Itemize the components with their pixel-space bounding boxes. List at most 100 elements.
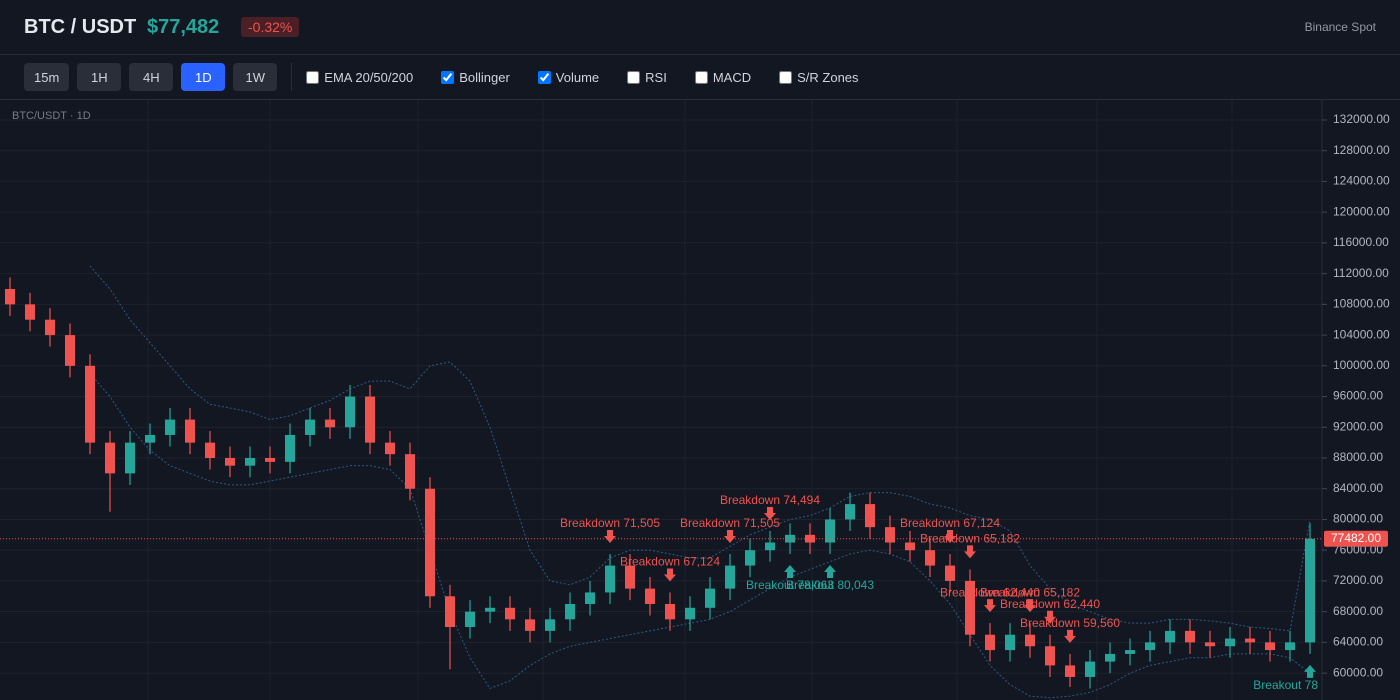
- candle-body: [1145, 642, 1155, 651]
- candle-body: [925, 550, 935, 566]
- candle-body: [125, 442, 135, 474]
- y-tick-label: 116000.00: [1333, 235, 1389, 249]
- candle-body: [165, 419, 175, 435]
- y-tick-label: 104000.00: [1333, 327, 1390, 341]
- checkbox[interactable]: [441, 70, 455, 84]
- candle-body: [785, 534, 795, 543]
- candle-body: [1245, 638, 1255, 643]
- candle-body: [305, 419, 315, 435]
- candle-body: [565, 603, 575, 620]
- bollinger-upper: [89, 265, 1311, 632]
- signal-label: Breakdown 67,124: [620, 555, 720, 569]
- signal-arrow: [724, 530, 736, 544]
- indicator-toggle[interactable]: MACD: [694, 70, 751, 85]
- signal-arrow: [984, 599, 996, 613]
- candle-body: [745, 550, 755, 566]
- signal-label: Breakdown 65,182: [980, 585, 1080, 599]
- candle-body: [225, 458, 235, 466]
- candle-body: [725, 565, 735, 589]
- signal-arrow: [1024, 599, 1036, 613]
- candle-body: [585, 592, 595, 604]
- timeframe-button[interactable]: 1W: [233, 63, 278, 91]
- signal-arrow: [944, 530, 956, 544]
- candle-body: [185, 419, 195, 443]
- signal-arrow: [604, 530, 616, 544]
- candle-body: [405, 454, 415, 489]
- grid: [0, 100, 1322, 700]
- indicator-toggle[interactable]: Volume: [537, 70, 599, 85]
- candle-body: [885, 527, 895, 543]
- candle-body: [665, 603, 675, 620]
- candle-body: [645, 588, 655, 604]
- candle-body: [865, 504, 875, 528]
- y-tick-label: 128000.00: [1333, 143, 1390, 157]
- signal-label: Breakout 78,063: [746, 578, 834, 592]
- last-price-label: 77482.00: [1331, 531, 1381, 545]
- signal-arrow: [784, 565, 796, 579]
- signal-label: Breakdown 62,440: [1000, 597, 1100, 611]
- indicator-label: S/R Zones: [797, 69, 859, 85]
- candle-body: [1065, 665, 1075, 677]
- symbol: BTC / USDT: [24, 16, 137, 38]
- bollinger-lower: [89, 373, 1311, 699]
- y-tick-label: 92000.00: [1333, 419, 1383, 433]
- signal-label: Breakdown 59,560: [1020, 616, 1120, 630]
- y-tick-label: 84000.00: [1333, 481, 1383, 495]
- candle-body: [105, 442, 115, 474]
- indicator-label: Bollinger: [459, 69, 510, 85]
- header: BTC / USDT $77,482 -0.32% Binance Spot: [0, 0, 1400, 55]
- candle-body: [1045, 646, 1055, 666]
- y-tick-label: 120000.00: [1333, 204, 1390, 218]
- signal-label: Breakout 78: [1253, 678, 1318, 692]
- indicator-toggle[interactable]: S/R Zones: [779, 69, 859, 85]
- y-tick-label: 64000.00: [1333, 635, 1383, 649]
- signal-arrow: [824, 565, 836, 579]
- candle-body: [605, 565, 615, 593]
- checkbox[interactable]: [537, 70, 551, 84]
- candle-body: [1205, 642, 1215, 647]
- candle-body: [205, 442, 215, 459]
- y-tick-label: 72000.00: [1333, 573, 1383, 587]
- signal-arrow: [1304, 664, 1316, 678]
- candle-body: [525, 619, 535, 631]
- timeframes: 15m 1H 4H 1D 1W: [24, 63, 285, 91]
- candle-body: [945, 565, 955, 581]
- candle-body: [45, 319, 55, 336]
- timeframe-button[interactable]: 4H: [129, 63, 174, 91]
- indicator-toggle[interactable]: Bollinger: [441, 70, 510, 85]
- y-tick-label: 80000.00: [1333, 512, 1383, 526]
- signal-arrow: [964, 545, 976, 559]
- y-tick-label: 112000.00: [1333, 266, 1389, 280]
- checkbox[interactable]: [627, 70, 641, 84]
- y-tick-label: 88000.00: [1333, 450, 1383, 464]
- candle-body: [245, 458, 255, 466]
- candle-body: [345, 396, 355, 428]
- indicator-label: EMA 20/50/200: [324, 69, 414, 85]
- indicator-toggle[interactable]: RSI: [627, 70, 667, 85]
- candle-body: [545, 619, 555, 631]
- signal-arrow: [664, 568, 676, 582]
- candle-body: [265, 458, 275, 462]
- candle-body: [705, 588, 715, 608]
- checkbox[interactable]: [779, 70, 793, 84]
- candle-body: [25, 304, 35, 320]
- timeframe-button[interactable]: 1D: [181, 63, 226, 91]
- signal-arrow: [764, 506, 776, 520]
- candle-body: [985, 634, 995, 651]
- candle-body: [465, 611, 475, 628]
- price: $77,482: [147, 16, 220, 38]
- indicator-label: RSI: [645, 69, 667, 85]
- candle-body: [965, 580, 975, 635]
- signal-label: Breakout 80,043: [786, 578, 874, 592]
- candle-body: [425, 488, 435, 597]
- candle-body: [1085, 661, 1095, 677]
- checkbox[interactable]: [694, 70, 708, 84]
- signal-label: Breakdown 71,505: [680, 516, 780, 530]
- timeframe-button[interactable]: 15m: [24, 63, 70, 91]
- checkbox[interactable]: [306, 70, 320, 84]
- candle-body: [505, 607, 515, 620]
- timeframe-button[interactable]: 1H: [77, 63, 122, 91]
- candle-body: [1025, 634, 1035, 647]
- indicator-toggle[interactable]: EMA 20/50/200: [306, 70, 413, 85]
